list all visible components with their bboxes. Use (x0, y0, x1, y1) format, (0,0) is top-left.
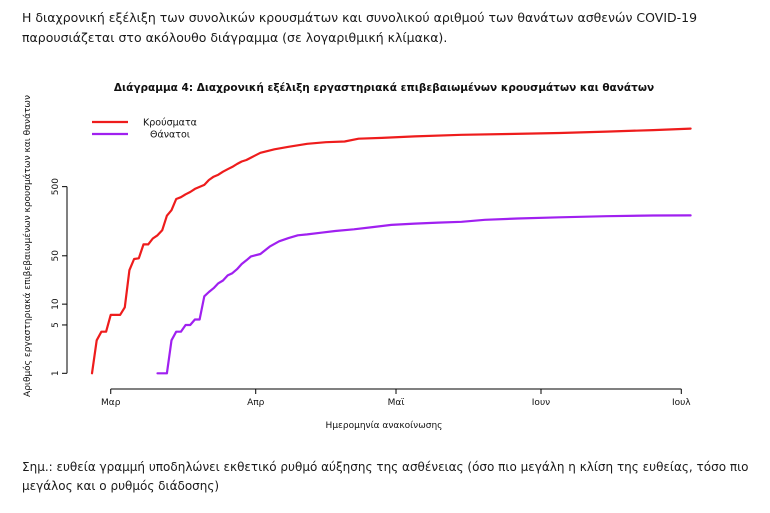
y-tick-label: 1 (51, 370, 61, 376)
x-tick-label: Ιουν (532, 398, 550, 408)
y-tick-label: 500 (51, 178, 61, 195)
series-line-cases (90, 127, 692, 375)
chart-axes: 1 5 10 50 500 Μαρ Απρ Μαϊ Ιουν Ιουλ (51, 178, 691, 408)
y-tick-label: 50 (51, 250, 61, 262)
x-tick-label: Μαρ (101, 398, 121, 408)
x-tick-label: Μαϊ (388, 398, 405, 408)
y-tick-label: 10 (51, 298, 61, 310)
legend-label: Θάνατοι (150, 130, 190, 141)
x-axis-label: Ημερομηνία ανακοίνωσης (326, 421, 443, 431)
footnote: Σημ.: ευθεία γραμμή υποδηλώνει εκθετικό … (22, 460, 749, 493)
y-tick-label: 5 (51, 322, 61, 328)
legend-label: Κρούσματα (143, 118, 197, 129)
x-tick-label: Απρ (247, 398, 265, 408)
series-line-deaths (156, 214, 692, 375)
intro-paragraph: Η διαχρονική εξέλιξη των συνολικών κρουσ… (22, 10, 698, 45)
chart-title: Διάγραμμα 4: Διαχρονική εξέλιξη εργαστηρ… (114, 82, 654, 94)
x-tick-label: Ιουλ (672, 398, 691, 408)
chart-lines (90, 127, 692, 375)
y-axis-label: Αριθμός εργαστηριακά επιβεβαιωμένων κρου… (22, 95, 33, 397)
